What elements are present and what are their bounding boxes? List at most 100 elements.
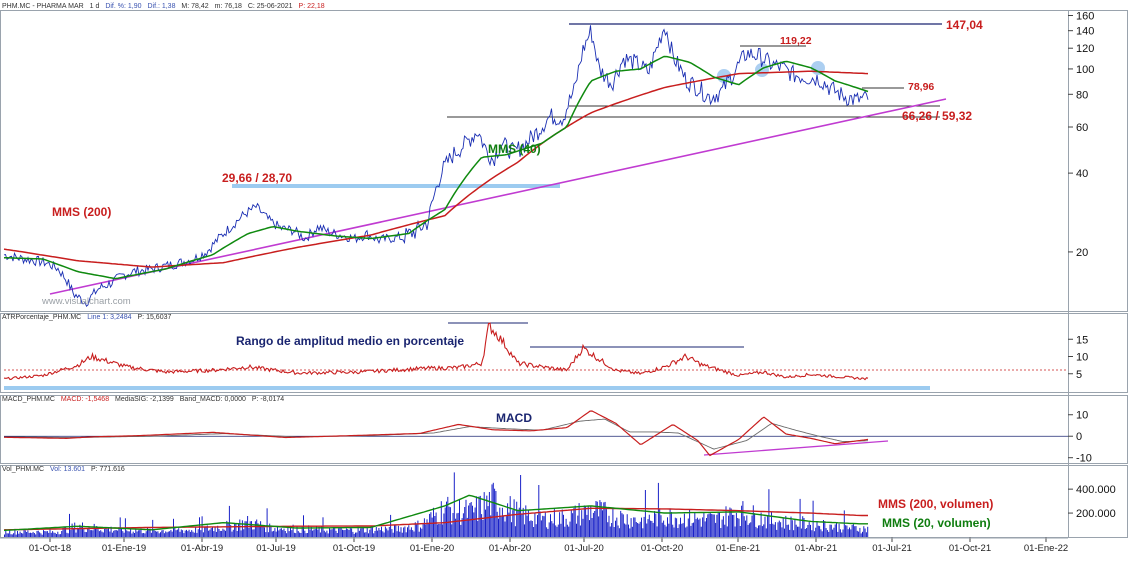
volume-bar (182, 530, 184, 537)
volume-bar (500, 516, 502, 537)
volume-bar (461, 518, 463, 537)
volume-bar (485, 509, 486, 537)
volume-bar (525, 505, 527, 537)
long-term-trendline (49, 98, 947, 295)
volume-bar (284, 531, 286, 537)
volume-bar (9, 529, 11, 537)
volume-bar (79, 524, 81, 537)
volume-bar (96, 526, 98, 537)
volume-bar (257, 523, 259, 537)
volume-bar (410, 527, 412, 537)
volume-bar (739, 526, 741, 537)
volume-bar (66, 532, 68, 537)
volume-bar (797, 526, 798, 537)
volume-bar (702, 517, 704, 537)
volume-bar (763, 524, 765, 537)
volume-bar (304, 530, 306, 537)
volume-bar (135, 529, 137, 537)
volume-bar (145, 531, 147, 537)
volume-bar (730, 508, 732, 537)
volume-bar (691, 523, 693, 537)
volume-bar (386, 528, 388, 537)
volume-bar (725, 506, 727, 537)
volume-bar (119, 517, 121, 537)
volume-bar (176, 529, 178, 537)
volume-bar (351, 528, 353, 537)
volume-bar (310, 526, 312, 537)
volume-bar (698, 519, 700, 537)
volume-bar (105, 527, 107, 537)
atr-title: Rango de amplitud medio en porcentaje (236, 334, 464, 348)
volume-bar (253, 529, 255, 537)
volume-bar (106, 529, 108, 537)
x-tick-label: 01-Jul-19 (256, 543, 296, 554)
volume-bar (296, 526, 298, 537)
volume-bar (305, 533, 307, 537)
volume-bar (291, 530, 293, 537)
volume-bar (248, 527, 250, 537)
volume-bar (487, 506, 489, 537)
volume-bar (522, 507, 524, 537)
volume-bar (468, 505, 470, 537)
volume-bar (44, 531, 46, 537)
volume-bar (360, 528, 362, 537)
volume-bar (266, 508, 268, 537)
volume-bar (576, 523, 577, 537)
volume-bar (734, 526, 736, 537)
price-ytick-label: 80 (1076, 89, 1088, 101)
volume-bar (570, 509, 572, 537)
volume-header-value: P: 771.616 (91, 466, 125, 473)
volume-bar (308, 525, 310, 537)
volume-bar (13, 533, 15, 537)
volume-bar (592, 512, 594, 537)
volume-bar (512, 510, 514, 537)
volume-bar (70, 529, 72, 537)
volume-bar (531, 521, 533, 537)
atr-header-value: P: 15,6037 (138, 314, 172, 321)
volume-bar (851, 525, 853, 537)
volume-bar (572, 513, 574, 537)
volume-bar (279, 528, 281, 537)
header-dif: Dif.: 1,38 (147, 3, 175, 10)
volume-bar (612, 508, 614, 537)
volume-bar (724, 524, 726, 537)
volume-bar (462, 513, 464, 537)
volume-bar (535, 524, 537, 537)
volume-bar (732, 514, 733, 537)
volume-bar (396, 531, 398, 537)
volume-bar (517, 509, 519, 537)
volume-bar (791, 520, 793, 537)
volume-bar (72, 528, 74, 537)
volume-bar (210, 528, 212, 537)
volume-bar (267, 532, 269, 537)
volume-bar (538, 485, 540, 537)
volume-bar (859, 527, 861, 537)
volume-bar (607, 522, 609, 537)
volume-bar (80, 526, 82, 537)
volume-bar (401, 532, 403, 537)
volume-bar (751, 515, 753, 537)
volume-bar (78, 528, 80, 537)
volume-bar (773, 524, 775, 537)
volume-bar (422, 524, 424, 537)
volume-bar (325, 532, 327, 537)
volume-bar (59, 534, 61, 537)
volume-bar (488, 492, 490, 537)
header-low: m: 76,18 (215, 3, 242, 10)
volume-bar (161, 530, 163, 537)
volume-bar (737, 518, 739, 537)
volume-bar (605, 509, 607, 537)
volume-bar (826, 530, 828, 537)
volume-bar (36, 530, 38, 537)
volume-bar (478, 496, 480, 537)
volume-bar (309, 529, 311, 537)
volume-bar (334, 527, 336, 537)
volume-bar (332, 527, 334, 537)
volume-bar (421, 528, 423, 537)
price-overlays (49, 23, 947, 295)
volume-bar (319, 532, 321, 537)
volume-bar (693, 522, 694, 537)
volume-bar (214, 527, 216, 537)
volume-bar (685, 527, 687, 537)
volume-header: Vol_PHM.MC Vol: 13.601 P: 771.616 (2, 466, 125, 473)
